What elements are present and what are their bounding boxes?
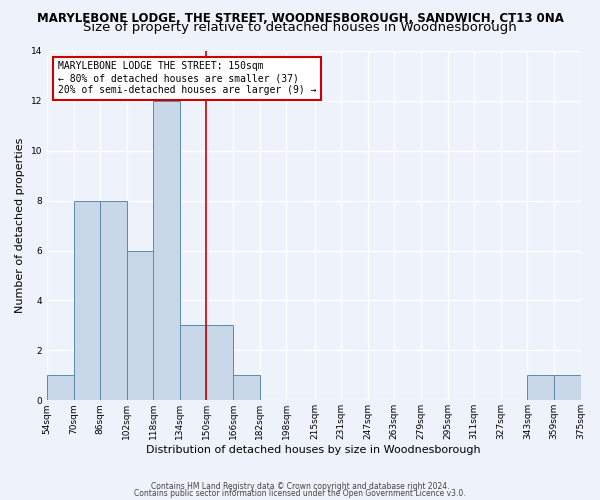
Bar <box>74 200 100 400</box>
Bar <box>206 326 233 400</box>
Text: MARYLEBONE LODGE, THE STREET, WOODNESBOROUGH, SANDWICH, CT13 0NA: MARYLEBONE LODGE, THE STREET, WOODNESBOR… <box>37 12 563 24</box>
Bar <box>154 101 180 400</box>
Bar <box>554 376 581 400</box>
Text: MARYLEBONE LODGE THE STREET: 150sqm
← 80% of detached houses are smaller (37)
20: MARYLEBONE LODGE THE STREET: 150sqm ← 80… <box>58 62 316 94</box>
Bar <box>100 200 127 400</box>
Text: Contains public sector information licensed under the Open Government Licence v3: Contains public sector information licen… <box>134 489 466 498</box>
Bar <box>527 376 554 400</box>
Text: Size of property relative to detached houses in Woodnesborough: Size of property relative to detached ho… <box>83 22 517 35</box>
Bar <box>581 376 600 400</box>
Bar <box>180 326 206 400</box>
X-axis label: Distribution of detached houses by size in Woodnesborough: Distribution of detached houses by size … <box>146 445 481 455</box>
Bar <box>127 250 154 400</box>
Bar <box>233 376 260 400</box>
Y-axis label: Number of detached properties: Number of detached properties <box>15 138 25 314</box>
Text: Contains HM Land Registry data © Crown copyright and database right 2024.: Contains HM Land Registry data © Crown c… <box>151 482 449 491</box>
Bar <box>47 376 74 400</box>
